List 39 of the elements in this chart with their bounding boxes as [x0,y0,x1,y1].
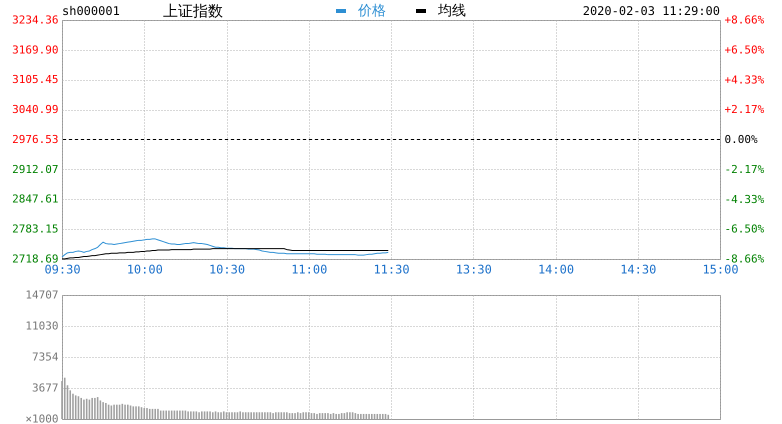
y2-tick-label: -4.33% [724,192,765,206]
line-series [62,248,389,260]
y2-tick-label: -6.50% [724,222,765,236]
y-tick-label: 3234.36 [12,14,58,26]
y-tick-label: 14707 [25,288,58,302]
y2-tick-label: -8.66% [724,252,765,266]
y-axis-title: ×1000 [25,412,58,424]
y2-tick-label: -2.17% [724,162,765,176]
legend-label: 价格 [357,3,386,19]
x-tick-label: 14:00 [538,262,574,276]
x-tick-label: 09:30 [44,262,81,276]
y2-tick-label: +8.66% [724,14,765,26]
chart-title: 上证指数 [163,2,223,21]
x-tick-label: 13:30 [456,262,492,276]
y2-tick-label: +6.50% [724,43,765,56]
text: sh000001 [62,4,120,18]
x-tick-label: 10:30 [208,262,246,276]
y-tick-label: 2976.53 [12,133,58,146]
x-tick-label: 14:30 [620,262,656,276]
text: 2020-02-03 11:29:00 [582,4,720,18]
y-tick-label: 3169.90 [12,43,58,56]
legend-label: 均线 [437,3,466,19]
y-tick-label: 11030 [25,320,58,332]
line-series [62,238,389,258]
y-tick-label: 2783.15 [12,222,58,236]
x-tick-label: 15:00 [702,262,739,276]
y2-tick-label: +4.33% [724,73,765,86]
y2-tick-label: 0.00% [724,133,758,146]
x-tick-label: 11:00 [291,262,328,276]
y-tick-label: 3040.99 [12,103,58,116]
y-tick-label: 2718.69 [12,252,58,266]
y-tick-label: 3105.45 [12,73,58,86]
y-tick-label: 2847.61 [12,192,58,206]
y-tick-label: 2912.07 [12,162,58,176]
y-tick-label: 7354 [32,350,59,364]
x-tick-label: 10:00 [126,262,163,276]
y-tick-label: 3677 [32,382,58,394]
x-tick-label: 11:30 [373,262,410,276]
y2-tick-label: +2.17% [724,103,765,116]
